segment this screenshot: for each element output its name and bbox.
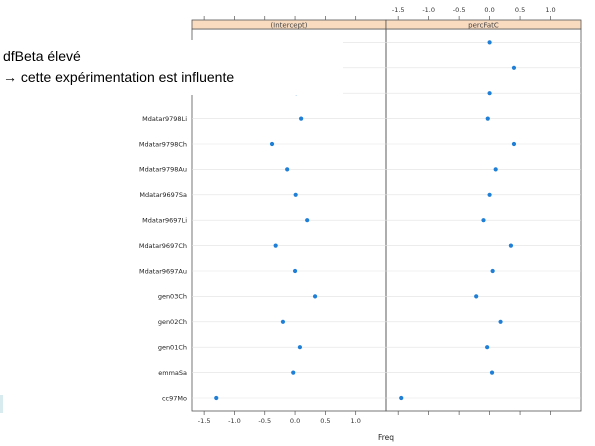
data-point: [214, 395, 219, 401]
callout-title: dfBeta élevé: [3, 48, 81, 64]
data-point: [487, 91, 492, 96]
x-tick-label: 0.0: [290, 417, 300, 425]
strip-label-intercept: (Intercept): [270, 22, 307, 30]
x-tick-label: 1.0: [351, 417, 361, 425]
category-label: gen03Ch: [158, 293, 187, 301]
data-point: [299, 116, 304, 121]
category-label: Mdatar9798Au: [139, 166, 187, 174]
data-point: [485, 345, 490, 350]
data-point: [312, 294, 318, 299]
x-tick-label: 0.5: [320, 417, 330, 425]
data-point: [474, 294, 479, 299]
data-point: [291, 370, 296, 375]
category-label: Mdatar9697Sa: [139, 191, 187, 199]
annotation-callout: dfBeta élevé → cette expérimentation est…: [0, 40, 343, 95]
x-tick-label: 0.0: [484, 6, 494, 14]
data-point: [490, 268, 495, 274]
data-point: [399, 395, 404, 401]
axis-ticks: -1.5 -1.5 -1.0 -1.0 -0.5 -0.5 0.0 0.0 0.5 0.5 1.0 1…: [198, 6, 556, 425]
x-tick-label: -1.5: [392, 6, 405, 14]
data-point: [508, 243, 514, 248]
x-tick-label: -0.5: [453, 6, 466, 14]
data-point: [493, 167, 498, 172]
data-point: [269, 141, 275, 147]
category-label: Mdatar9798Li: [142, 115, 187, 123]
slide-edge-decoration: [0, 395, 3, 413]
x-tick-label: -1.0: [422, 6, 435, 14]
data-point: [280, 319, 286, 324]
grid-lines: [192, 42, 581, 399]
category-label: gen02Ch: [158, 318, 187, 326]
data-point: [511, 141, 517, 147]
x-tick-label: -1.5: [198, 417, 211, 425]
x-tick-label: 0.5: [515, 6, 525, 14]
category-label: Mdatar9697Li: [142, 217, 187, 225]
data-point: [485, 116, 490, 121]
category-label: Mdatar9697Ch: [139, 242, 187, 250]
category-label: emmaSa: [158, 369, 187, 377]
category-label: gen01Ch: [158, 344, 187, 352]
category-labels: cc97Mo emmaSa gen01Ch gen02Ch gen03Ch Mdatar9…: [139, 115, 187, 402]
strip-percfatc: [385, 19, 582, 30]
category-label: Mdatar9798Ch: [139, 140, 187, 148]
x-tick-label: -1.0: [228, 417, 241, 425]
x-tick-label: -0.5: [258, 417, 271, 425]
data-point: [292, 268, 298, 274]
callout-text: → cette expérimentation est influente: [3, 69, 235, 85]
data-point: [498, 319, 503, 324]
data-point: [305, 218, 310, 223]
data-point: [489, 370, 495, 375]
category-label: Mdatar9697Au: [139, 267, 187, 275]
data-point: [511, 65, 517, 70]
data-point: [293, 192, 298, 197]
x-axis-label: Freq: [378, 433, 394, 442]
data-point: [285, 167, 290, 172]
x-tick-label: 1.0: [545, 6, 555, 14]
data-point: [273, 243, 278, 248]
data-point: [297, 345, 303, 350]
data-point: [481, 218, 486, 223]
data-point: [487, 192, 492, 197]
category-label: cc97Mo: [162, 394, 187, 402]
strip-label-percfatc: percFatC: [468, 22, 499, 30]
data-point: [487, 40, 492, 45]
